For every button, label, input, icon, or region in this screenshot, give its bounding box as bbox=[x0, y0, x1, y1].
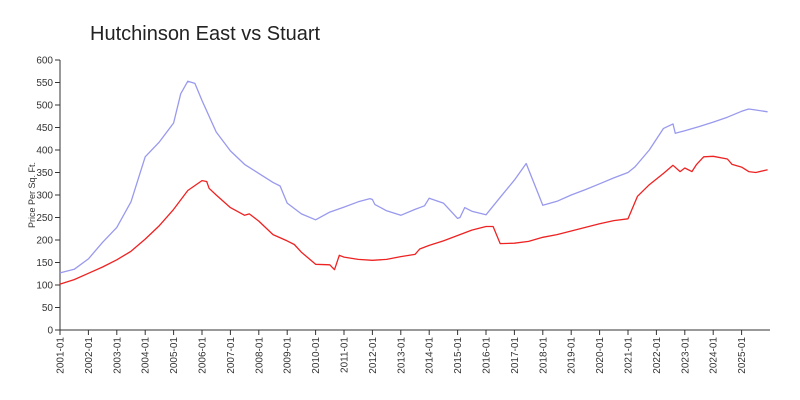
y-axis-label: Price Per Sq. Ft. bbox=[27, 162, 37, 228]
x-tick-label: 2004-01 bbox=[141, 337, 152, 374]
y-tick-label: 100 bbox=[36, 281, 53, 292]
x-tick-label: 2011-01 bbox=[340, 337, 351, 373]
x-tick-label: 2010-01 bbox=[311, 337, 322, 374]
x-tick-label: 2012-01 bbox=[368, 337, 379, 374]
x-axis-ticks: 2001-01 2002-01 2003-01 2004-01 2005-01 2006-… bbox=[56, 330, 748, 374]
y-tick-label: 250 bbox=[36, 213, 53, 224]
x-tick-label: 2022-01 bbox=[652, 337, 663, 374]
x-tick-label: 2007-01 bbox=[226, 337, 237, 374]
x-tick-label: 2023-01 bbox=[680, 337, 691, 374]
x-tick-label: 2015-01 bbox=[453, 337, 464, 374]
x-tick-label: 2019-01 bbox=[567, 337, 578, 374]
y-axis-ticks: 0 50 100 150 200 250 300 350 400 450 500 550 600 bbox=[36, 56, 60, 337]
x-tick-label: 2014-01 bbox=[425, 337, 436, 374]
y-tick-label: 50 bbox=[42, 303, 54, 314]
x-tick-label: 2003-01 bbox=[112, 337, 123, 374]
x-tick-label: 2017-01 bbox=[510, 337, 521, 374]
y-tick-label: 350 bbox=[36, 168, 53, 179]
x-tick-label: 2018-01 bbox=[538, 337, 549, 374]
y-tick-label: 150 bbox=[36, 258, 53, 269]
y-tick-label: 600 bbox=[36, 56, 53, 67]
x-tick-label: 2021-01 bbox=[624, 337, 635, 374]
y-tick-label: 200 bbox=[36, 236, 53, 247]
y-tick-label: 300 bbox=[36, 191, 53, 202]
x-tick-label: 2006-01 bbox=[198, 337, 209, 374]
y-tick-label: 550 bbox=[36, 78, 53, 89]
series-layer bbox=[59, 80, 768, 285]
x-tick-label: 2009-01 bbox=[283, 337, 294, 374]
x-tick-label: 2013-01 bbox=[396, 337, 407, 374]
chart-title: Hutchinson East vs Stuart bbox=[90, 23, 321, 45]
x-tick-label: 2005-01 bbox=[169, 337, 180, 374]
x-tick-label: 2020-01 bbox=[595, 337, 606, 374]
series-line-1 bbox=[59, 80, 768, 274]
x-tick-label: 2025-01 bbox=[737, 337, 748, 374]
y-tick-label: 500 bbox=[36, 101, 53, 112]
x-tick-label: 2002-01 bbox=[84, 337, 95, 374]
x-tick-label: 2008-01 bbox=[254, 337, 265, 374]
series-line-2 bbox=[59, 155, 768, 285]
y-tick-label: 400 bbox=[36, 146, 53, 157]
x-tick-label: 2024-01 bbox=[709, 337, 720, 374]
x-tick-label: 2016-01 bbox=[482, 337, 493, 374]
y-tick-label: 450 bbox=[36, 123, 53, 134]
x-tick-label: 2001-01 bbox=[56, 337, 67, 374]
y-tick-label: 0 bbox=[47, 326, 53, 337]
